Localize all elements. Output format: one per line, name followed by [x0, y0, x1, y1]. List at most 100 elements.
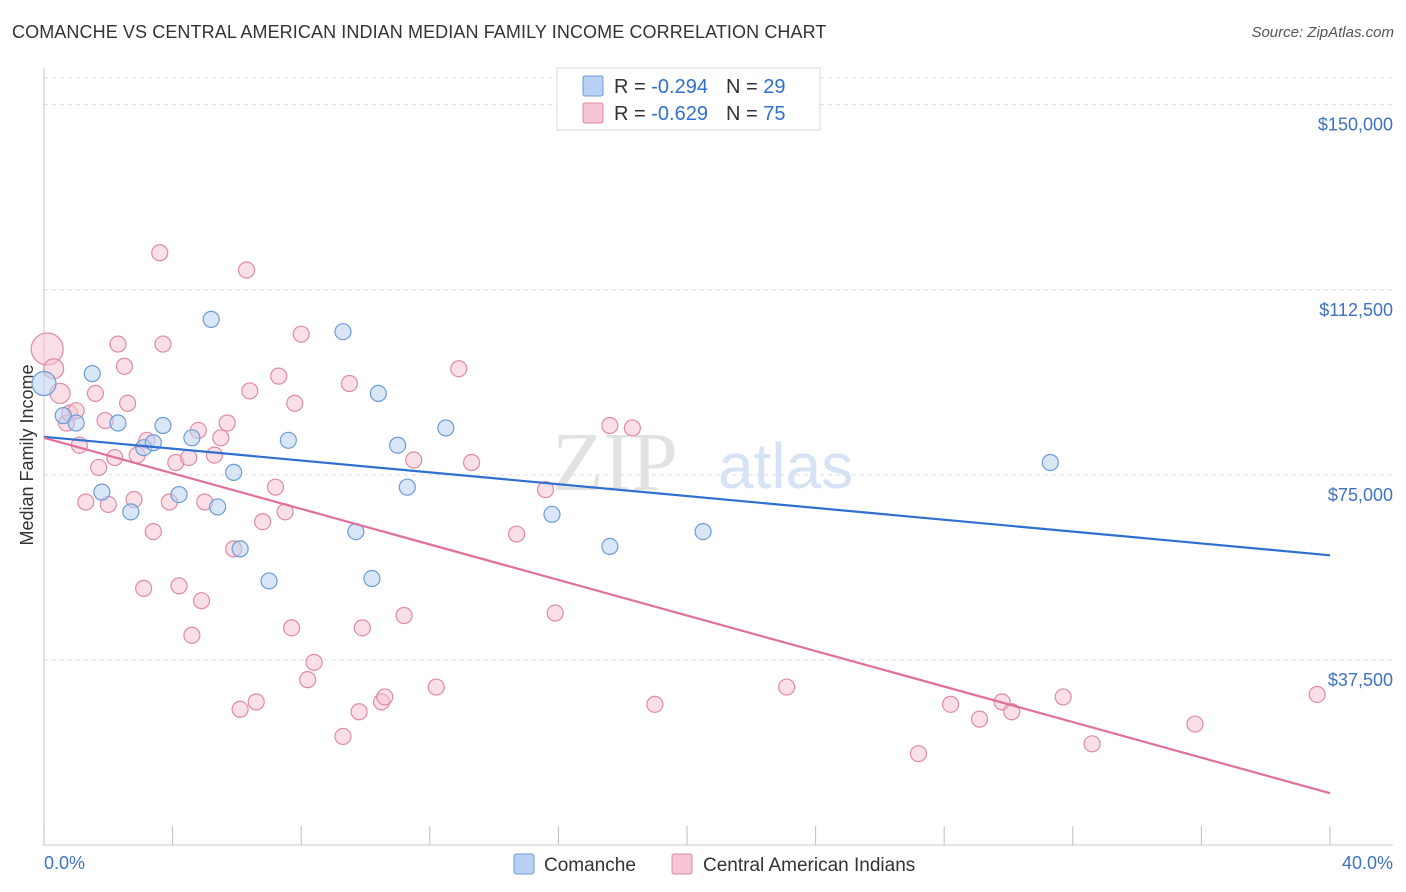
x-tick-label: 0.0% [44, 853, 85, 873]
grid-lines [44, 77, 1393, 661]
point-comanche [209, 498, 227, 516]
point-comanche [1041, 453, 1059, 472]
point-central-american-indians [241, 382, 259, 400]
point-central-american-indians [334, 727, 352, 746]
point-central-american-indians [340, 374, 359, 393]
point-central-american-indians [205, 446, 223, 464]
point-central-american-indians [508, 525, 526, 543]
legend-r-label: R = [614, 103, 651, 125]
point-central-american-indians [286, 394, 304, 412]
legend-n-label: N = [726, 76, 763, 98]
point-central-american-indians [266, 478, 285, 496]
point-comanche [260, 572, 278, 590]
point-central-american-indians [170, 577, 188, 595]
series-comanche [31, 310, 1059, 590]
point-central-american-indians [282, 619, 301, 637]
point-comanche [154, 416, 172, 435]
point-central-american-indians [376, 688, 394, 706]
point-central-american-indians [247, 693, 265, 711]
point-comanche [398, 478, 416, 496]
point-central-american-indians [151, 244, 169, 262]
y-axis-label: Median Family Income [17, 364, 37, 545]
watermark-atlas: atlas [718, 430, 853, 502]
point-comanche [334, 323, 352, 341]
legend-r-label: R = [614, 76, 651, 98]
bottom-legend: Comanche Central American Indians [513, 853, 915, 876]
point-central-american-indians [623, 419, 641, 437]
point-central-american-indians [405, 451, 423, 469]
point-central-american-indians [212, 429, 230, 447]
point-central-american-indians [970, 710, 989, 728]
axes [43, 68, 1393, 846]
point-central-american-indians [1186, 715, 1204, 733]
point-comanche [31, 370, 57, 397]
point-central-american-indians [144, 522, 162, 541]
point-central-american-indians [118, 394, 137, 412]
point-comanche [93, 483, 111, 501]
point-central-american-indians [292, 325, 310, 343]
bottom-legend-central-american: Central American Indians [703, 855, 915, 876]
point-central-american-indians [536, 481, 555, 499]
tick-labels: $37,500 $75,000 $112,500 $150,000 0.0% 40.0% [44, 115, 1393, 873]
trend-line-central-american-indians [43, 436, 1331, 795]
point-central-american-indians [1308, 685, 1326, 704]
point-central-american-indians [218, 414, 236, 432]
point-central-american-indians [299, 671, 317, 689]
y-tick-label: $37,500 [1328, 670, 1393, 690]
point-central-american-indians [109, 335, 127, 353]
point-comanche [202, 310, 220, 328]
bottom-legend-swatch-central-american [671, 853, 693, 875]
point-comanche [183, 429, 201, 447]
y-tick-label: $150,000 [1318, 115, 1393, 135]
point-central-american-indians [601, 416, 619, 435]
legend-swatch-central-american [582, 102, 604, 124]
point-central-american-indians [154, 335, 172, 353]
legend-r-value: -0.294 [651, 76, 708, 98]
point-comanche [170, 485, 188, 504]
point-comanche [369, 384, 387, 403]
point-comanche [279, 431, 297, 449]
point-central-american-indians [462, 453, 481, 472]
point-central-american-indians [646, 695, 664, 713]
top-legend: R = -0.294 N = 29 R = -0.629 N = 75 [556, 67, 821, 131]
legend-row-comanche: R = -0.294 N = 29 [614, 76, 785, 98]
point-central-american-indians [115, 357, 133, 375]
legend-n-label: N = [726, 103, 763, 125]
legend-swatch-comanche [582, 75, 604, 97]
point-comanche [231, 540, 249, 558]
point-central-american-indians [350, 703, 368, 721]
point-central-american-indians [1003, 703, 1021, 721]
point-central-american-indians [778, 678, 796, 696]
point-comanche [543, 505, 561, 523]
point-comanche [54, 407, 72, 425]
point-central-american-indians [231, 700, 249, 718]
point-comanche [83, 365, 101, 383]
point-central-american-indians [353, 619, 371, 637]
point-central-american-indians [90, 458, 108, 477]
y-tick-label: $112,500 [1319, 300, 1393, 320]
point-comanche [694, 522, 712, 541]
point-central-american-indians [305, 653, 323, 671]
series-central-american-indians [30, 244, 1326, 763]
point-central-american-indians [450, 360, 468, 378]
trend-line-comanche [43, 435, 1331, 557]
chart-title: COMANCHE VS CENTRAL AMERICAN INDIAN MEDI… [12, 22, 827, 42]
point-comanche [67, 414, 85, 432]
point-central-american-indians [270, 367, 288, 385]
legend-n-value: 75 [763, 103, 785, 125]
point-central-american-indians [1054, 688, 1072, 706]
point-comanche [109, 414, 127, 432]
point-central-american-indians [77, 493, 95, 511]
point-central-american-indians [427, 678, 445, 696]
point-central-american-indians [254, 513, 272, 531]
chart-source: Source: ZipAtlas.com [1251, 24, 1394, 41]
point-comanche [225, 463, 243, 481]
bottom-legend-comanche: Comanche [544, 855, 636, 876]
legend-r-value: -0.629 [651, 103, 708, 125]
point-comanche [363, 569, 381, 588]
point-central-american-indians [909, 745, 928, 763]
y-tick-label: $75,000 [1328, 485, 1393, 505]
point-central-american-indians [180, 448, 198, 467]
trend-lines [43, 435, 1331, 795]
point-central-american-indians [237, 261, 256, 279]
